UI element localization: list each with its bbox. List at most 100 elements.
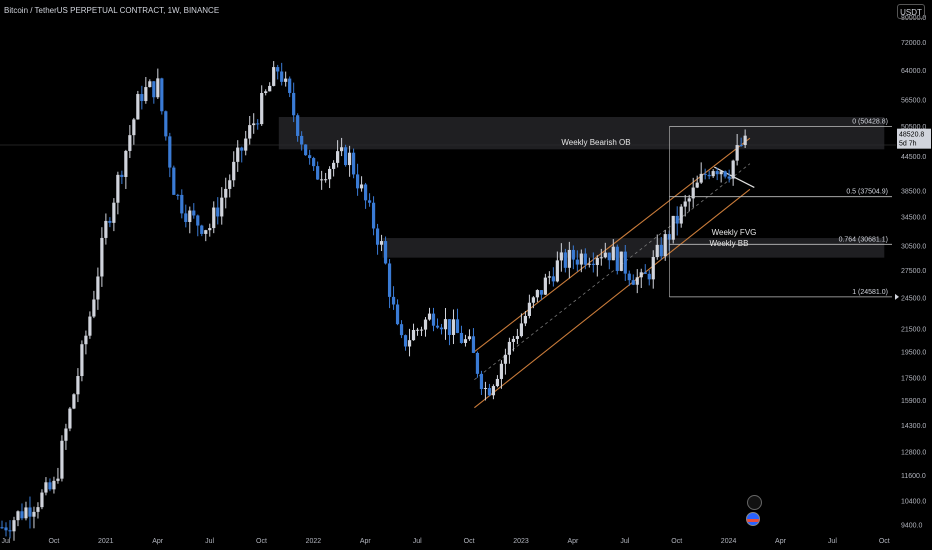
candle-body: [507, 341, 512, 355]
candle-body: [292, 92, 296, 116]
candle-body: [503, 354, 508, 364]
fib-label-0: 0 (50428.8): [852, 119, 888, 126]
time-tick: Oct: [879, 538, 890, 545]
candle-body: [108, 220, 112, 223]
candle-body: [395, 304, 400, 325]
candle-body: [288, 78, 292, 93]
candle-body: [607, 252, 611, 261]
candle-body: [88, 316, 92, 336]
price-tick: 9400.0: [901, 523, 923, 530]
zones-layer: [278, 116, 885, 258]
candle-body: [671, 215, 675, 240]
candle-body: [531, 297, 535, 303]
candle-body: [228, 180, 232, 189]
candle-body: [515, 336, 520, 339]
time-axis[interactable]: Jul Oct 2021 Apr Jul Oct 2022 Apr Jul Oct 2023 Apr J…: [2, 538, 890, 545]
fib-axis-marker: [895, 293, 899, 300]
candle-body: [683, 201, 687, 207]
fib-label-2: 0.764 (30681.1): [839, 236, 888, 243]
candle-body: [272, 67, 276, 86]
candle-body: [344, 147, 348, 166]
candle-body: [236, 147, 240, 162]
time-tick: Apr: [567, 538, 579, 545]
candle-body: [188, 210, 192, 222]
candle-body: [28, 507, 32, 517]
candle-body: [216, 207, 220, 217]
candle-body: [332, 162, 336, 169]
channel-upper-line[interactable]: [474, 137, 751, 353]
candle-body: [451, 319, 456, 335]
candle-body: [276, 67, 280, 72]
candle-body: [655, 244, 659, 258]
channel-mid-line[interactable]: [474, 163, 751, 381]
candle-body: [407, 340, 412, 347]
candle-body: [224, 188, 228, 198]
time-tick: Jul: [620, 538, 629, 545]
fib-label-1: 0.5 (37504.9): [846, 189, 888, 196]
symbol-title[interactable]: Bitcoin / TetherUS PERPETUAL CONTRACT, 1…: [4, 6, 220, 15]
candle-body: [284, 78, 288, 82]
candle-body: [320, 179, 324, 181]
flash-icon[interactable]: [747, 495, 762, 510]
time-tick: Apr: [775, 538, 787, 545]
candle-body: [116, 174, 120, 203]
candle-body: [280, 71, 284, 82]
currency-button[interactable]: USDT: [897, 4, 925, 19]
candle-body: [431, 313, 436, 326]
candle-body: [363, 184, 368, 201]
candle-body: [487, 388, 492, 396]
candle-body: [84, 335, 88, 345]
candle-body: [60, 440, 64, 479]
candle-body: [723, 171, 727, 177]
candle-body: [459, 332, 464, 343]
candle-body: [735, 145, 739, 161]
candle-body: [651, 257, 655, 280]
candle-body: [312, 158, 316, 167]
candle-body: [24, 507, 28, 519]
candle-body: [463, 339, 468, 343]
candle-body: [691, 187, 695, 199]
candle-body: [583, 253, 587, 265]
zone-1[interactable]: [382, 238, 885, 258]
zone-0[interactable]: [278, 116, 885, 150]
candle-body: [739, 145, 743, 147]
candle-body: [296, 115, 300, 136]
time-tick: 2023: [513, 538, 529, 545]
annotation-layer: Weekly Bearish OB Weekly FVG Weekly BB: [561, 138, 756, 248]
time-tick: Apr: [152, 538, 164, 545]
candle-body: [200, 225, 204, 234]
candle-body: [244, 138, 248, 151]
channel-lower-line[interactable]: [474, 188, 751, 409]
candle-body: [12, 520, 16, 532]
candle-body: [399, 324, 404, 336]
candle-body: [52, 480, 56, 490]
candle-body: [80, 344, 84, 377]
flag-icon[interactable]: [746, 512, 760, 526]
candle-body: [743, 135, 747, 146]
candle-body: [551, 276, 555, 282]
price-axis[interactable]: 80000.072000.064000.056500.050500.044500…: [895, 15, 931, 530]
candle-body: [36, 507, 40, 512]
time-tick: 2021: [98, 538, 114, 545]
candle-body: [375, 228, 380, 245]
candle-body: [152, 81, 156, 98]
candle-body: [387, 263, 392, 297]
candle-body: [76, 376, 80, 395]
price-tick: 11600.0: [901, 473, 926, 480]
candle-body: [383, 241, 388, 264]
candle-body: [467, 336, 472, 340]
time-tick: Jul: [828, 538, 837, 545]
candle-body: [611, 246, 615, 261]
candles-layer: [0, 61, 747, 541]
current-price-tag[interactable]: [897, 128, 931, 149]
time-tick: Jul: [2, 538, 11, 545]
price-tick: 38500.0: [901, 188, 926, 195]
time-tick: 2024: [721, 538, 737, 545]
candle-body: [623, 251, 627, 274]
candle-body: [559, 252, 563, 261]
candle-body: [220, 197, 224, 217]
candle-body: [475, 352, 480, 374]
candle-body: [355, 174, 360, 189]
candle-body: [184, 213, 188, 222]
